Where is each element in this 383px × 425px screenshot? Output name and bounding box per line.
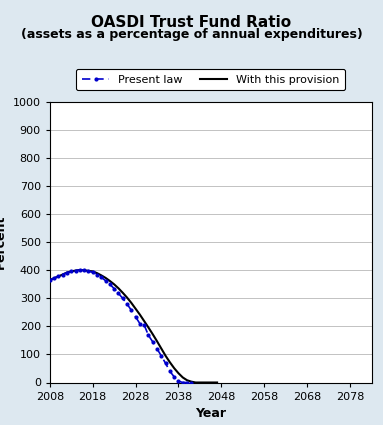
X-axis label: Year: Year [195, 407, 226, 420]
Text: (assets as a percentage of annual expenditures): (assets as a percentage of annual expend… [21, 28, 362, 41]
Y-axis label: Percent: Percent [0, 215, 7, 269]
Text: OASDI Trust Fund Ratio: OASDI Trust Fund Ratio [92, 15, 291, 30]
Legend: Present law, With this provision: Present law, With this provision [76, 69, 345, 90]
